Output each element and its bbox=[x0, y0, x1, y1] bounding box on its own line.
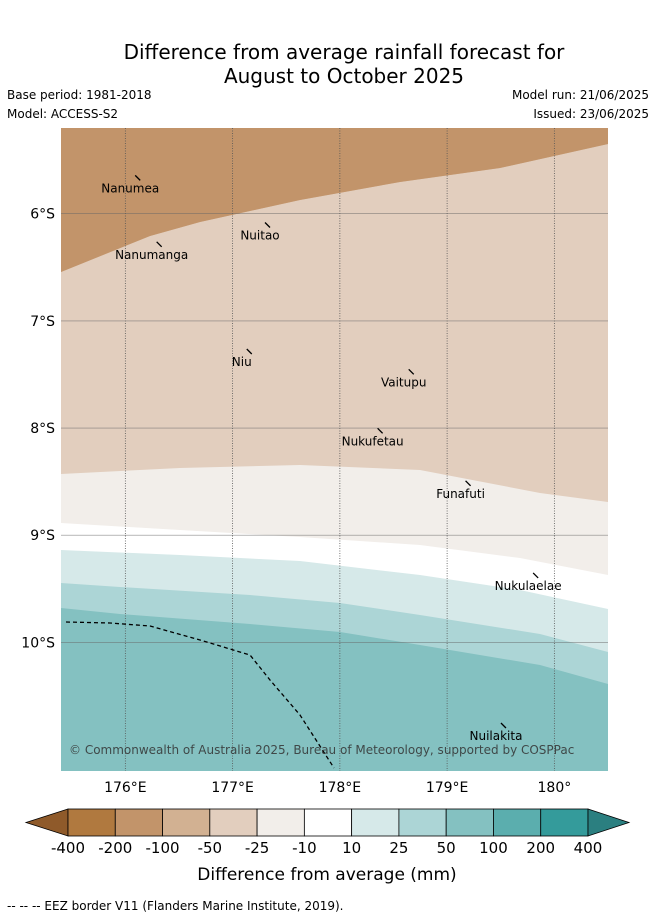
colorbar-swatch bbox=[209, 808, 258, 837]
island-label: Nukulaelae bbox=[495, 579, 562, 593]
lat-tick-label: 10°S bbox=[21, 635, 55, 651]
model-name: Model: ACCESS-S2 bbox=[7, 107, 119, 121]
colorbar-swatch bbox=[493, 808, 542, 837]
island-label: Nuitao bbox=[240, 229, 279, 243]
eez-footnote: -- -- -- EEZ border V11 (Flanders Marine… bbox=[7, 899, 344, 913]
colorbar-tick-label: -400 bbox=[51, 839, 85, 857]
colorbar-low-extend bbox=[24, 808, 69, 837]
island-label: Nanumea bbox=[101, 181, 159, 195]
colorbar-tick-label: 200 bbox=[526, 839, 555, 857]
lat-tick-label: 8°S bbox=[30, 421, 55, 437]
graticule bbox=[61, 128, 608, 771]
island-label: Nukufetau bbox=[342, 434, 404, 448]
island-label: Nuilakita bbox=[469, 729, 522, 743]
title-line-1: Difference from average rainfall forecas… bbox=[123, 40, 565, 64]
lat-tick-label: 9°S bbox=[30, 528, 55, 544]
colorbar-tick-label: 10 bbox=[342, 839, 361, 857]
lat-tick-label: 7°S bbox=[30, 314, 55, 330]
colorbar-tick-label: -100 bbox=[146, 839, 180, 857]
rainfall-bands bbox=[61, 128, 608, 771]
colorbar-swatch bbox=[540, 808, 589, 837]
island-label: Niu bbox=[232, 355, 252, 369]
island-label: Nanumanga bbox=[115, 248, 188, 262]
band-minus-100-200 bbox=[61, 128, 608, 272]
colorbar-tick-label: -10 bbox=[292, 839, 317, 857]
colorbar-tick-label: 50 bbox=[437, 839, 456, 857]
island-outline bbox=[465, 480, 472, 487]
eez-border-line bbox=[65, 621, 335, 769]
island-outline bbox=[532, 572, 539, 579]
colorbar-tick-label: 100 bbox=[479, 839, 508, 857]
title-line-2: August to October 2025 bbox=[223, 64, 465, 88]
lon-tick-label: 178°E bbox=[319, 780, 362, 796]
lat-tick-label: 6°S bbox=[30, 207, 55, 223]
colorbar-labels: -400 -200 -100 -50 -25 -10 10 25 50 100 200 400 bbox=[51, 839, 602, 857]
latitude-labels: 6°S 7°S 8°S 9°S 10°S bbox=[21, 207, 55, 652]
colorbar-tick-label: -25 bbox=[245, 839, 270, 857]
lon-tick-label: 176°E bbox=[104, 780, 147, 796]
island-outline bbox=[246, 348, 253, 355]
band-50-100-shade bbox=[61, 608, 608, 771]
colorbar-swatch bbox=[162, 808, 211, 837]
map-credit: © Commonwealth of Australia 2025, Bureau… bbox=[69, 743, 574, 757]
map-title: Difference from average rainfall forecas… bbox=[0, 40, 655, 88]
colorbar-swatch bbox=[398, 808, 447, 837]
colorbar-swatch bbox=[445, 808, 494, 837]
colorbar-swatch bbox=[114, 808, 163, 837]
colorbar-tick-label: 400 bbox=[574, 839, 603, 857]
model-run: Model run: 21/06/2025 bbox=[511, 88, 649, 102]
colorbar-title: Difference from average (mm) bbox=[197, 865, 456, 885]
base-period: Base period: 1981-2018 bbox=[7, 88, 152, 102]
island-outline bbox=[500, 722, 507, 729]
island-outline bbox=[134, 174, 141, 181]
colorbar-tick-label: -50 bbox=[198, 839, 223, 857]
island-outline bbox=[156, 241, 163, 248]
lon-tick-label: 179°E bbox=[426, 780, 469, 796]
island-label: Funafuti bbox=[436, 487, 485, 501]
colorbar-tick-label: -200 bbox=[98, 839, 132, 857]
lon-tick-label: 177°E bbox=[211, 780, 254, 796]
colorbar-swatch bbox=[256, 808, 305, 837]
island-outline bbox=[377, 427, 384, 434]
lon-tick-label: 180° bbox=[538, 780, 572, 796]
colorbar-high-extend bbox=[587, 808, 631, 837]
island-outline bbox=[264, 222, 271, 228]
island-outline bbox=[408, 368, 415, 375]
colorbar bbox=[24, 808, 631, 837]
islands: Nanumea Nuitao Nanumanga Niu Vaitupu Nukufeta… bbox=[101, 174, 562, 743]
longitude-labels: 176°E 177°E 178°E 179°E 180° bbox=[104, 780, 571, 796]
colorbar-swatch bbox=[67, 808, 116, 837]
colorbar-tick-label: 25 bbox=[389, 839, 408, 857]
colorbar-swatch bbox=[351, 808, 400, 837]
colorbar-swatch bbox=[303, 808, 353, 837]
issued-date: Issued: 23/06/2025 bbox=[533, 107, 649, 121]
island-label: Vaitupu bbox=[381, 375, 427, 389]
